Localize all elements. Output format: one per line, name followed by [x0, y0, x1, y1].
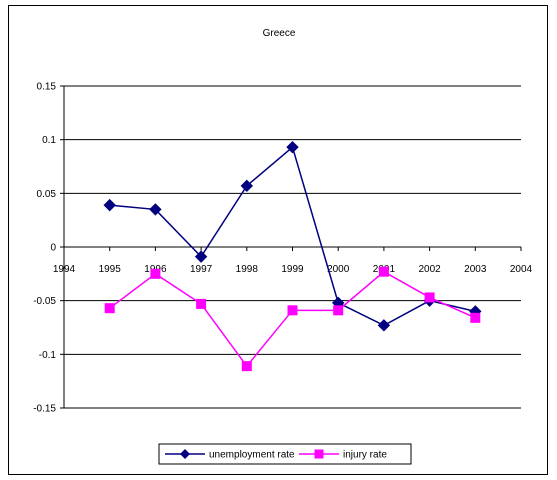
- axes: 0.150.10.050-0.05-0.1-0.1519941995199619…: [33, 82, 532, 415]
- data-point-square: [150, 268, 161, 279]
- data-point-diamond: [377, 319, 391, 332]
- y-tick-label: 0: [50, 243, 56, 254]
- legend-label: injury rate: [343, 450, 387, 461]
- chart-title: Greece: [263, 28, 296, 39]
- x-tick-label: 2004: [510, 264, 533, 275]
- legend: unemployment rate injury rate: [158, 443, 412, 465]
- y-tick-label: 0.1: [42, 135, 56, 146]
- legend-marker-diamond: [180, 449, 190, 459]
- line-chart: Greece 0.15 0.1 0.05 0 -0.05 -0.1 -0.15 1994 199…: [33, 28, 533, 465]
- series-line-2: [109, 270, 476, 368]
- chart-frame: Greece 0.15 0.1 0.05 0 -0.05 -0.1 -0.15 1994 199…: [8, 5, 548, 475]
- data-point-square: [287, 305, 298, 316]
- x-tick-label: 1998: [236, 264, 259, 275]
- x-tick-label: 1999: [281, 264, 304, 275]
- data-point-square: [424, 292, 435, 303]
- x-tick-label: 1997: [190, 264, 213, 275]
- x-tick-label: 2000: [327, 264, 350, 275]
- y-tick-label: 0.15: [37, 82, 57, 93]
- legend-label: unemployment rate: [209, 450, 295, 461]
- data-point-diamond: [194, 250, 208, 263]
- x-tick-label: 1994: [53, 264, 76, 275]
- y-tick-label: -0.15: [33, 404, 56, 415]
- data-point-diamond: [103, 198, 116, 212]
- y-tick-label: -0.05: [33, 296, 56, 307]
- data-point-square: [333, 305, 344, 316]
- data-point-square: [241, 361, 252, 372]
- data-point-diamond: [149, 203, 162, 216]
- grid: [64, 85, 521, 409]
- data-point-square: [196, 298, 207, 309]
- y-tick-label: -0.1: [39, 350, 57, 361]
- x-tick-label: 1995: [99, 264, 122, 275]
- series-line-1: [109, 145, 476, 327]
- x-tick-label: 2002: [418, 264, 441, 275]
- y-tick-label: 0.05: [37, 189, 57, 200]
- x-tick-label: 2003: [464, 264, 487, 275]
- legend-box: [158, 443, 412, 465]
- data-point-diamond: [240, 179, 254, 193]
- legend-marker-square: [314, 449, 324, 459]
- data-point-square: [104, 303, 115, 314]
- data-point-diamond: [286, 140, 299, 154]
- series: [103, 140, 482, 372]
- data-point-square: [378, 266, 389, 277]
- data-point-square: [470, 312, 481, 323]
